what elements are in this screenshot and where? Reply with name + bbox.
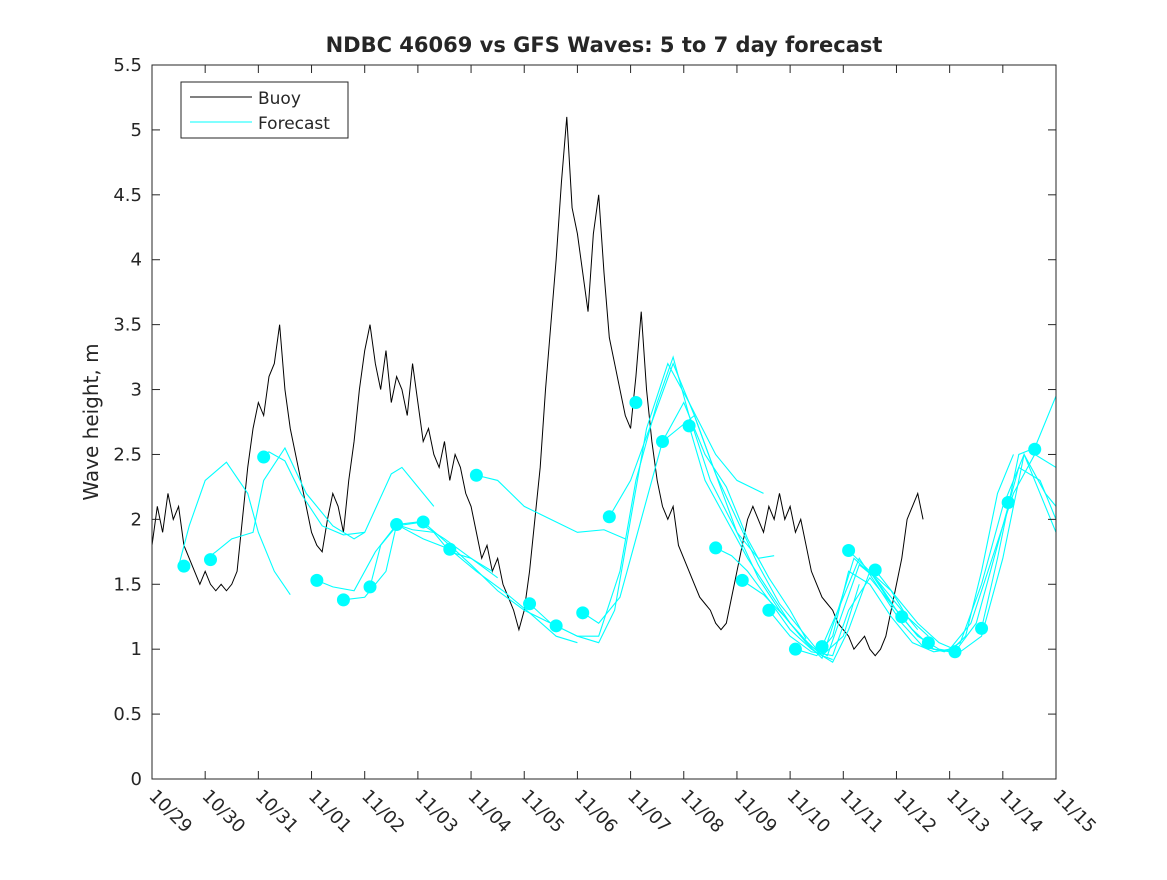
buoy-line — [151, 116, 924, 657]
y-tick-label: 4.5 — [113, 185, 142, 206]
forecast-marker — [815, 640, 829, 654]
y-tick-label: 2.5 — [113, 444, 142, 465]
y-tick-label: 0.5 — [113, 704, 142, 725]
forecast-markers-group — [177, 396, 1042, 659]
forecast-marker — [363, 580, 377, 594]
forecast-marker — [523, 597, 537, 611]
y-tick-label: 5.5 — [113, 55, 142, 76]
forecast-marker — [390, 518, 404, 532]
y-axis: 0 0.5 1 1.5 2 2.5 3 3.5 4 4.5 5 5.5 — [113, 55, 1056, 790]
forecast-marker — [655, 434, 669, 448]
plot-area — [152, 65, 1056, 779]
y-tick-label: 1.5 — [113, 574, 142, 595]
forecast-marker — [416, 515, 430, 529]
y-tick-label: 0 — [131, 769, 142, 790]
forecast-marker — [443, 542, 457, 556]
buoy-series — [151, 116, 924, 657]
y-tick-label: 2 — [131, 509, 142, 530]
forecast-marker — [177, 559, 191, 573]
forecast-marker — [762, 603, 776, 617]
forecast-marker — [921, 636, 935, 650]
forecast-line — [476, 474, 626, 540]
forecast-line — [608, 362, 833, 661]
forecast-marker — [602, 510, 616, 524]
legend-buoy-label: Buoy — [258, 89, 301, 109]
plot-frame — [151, 64, 1057, 780]
forecast-marker — [842, 544, 856, 558]
forecast-marker — [549, 619, 563, 633]
forecast-line — [178, 461, 291, 595]
forecast-line — [981, 395, 1057, 629]
forecast-marker — [1028, 442, 1042, 456]
y-tick-label: 5 — [131, 120, 142, 141]
forecast-marker — [682, 419, 696, 433]
forecast-line — [258, 451, 435, 536]
forecast-marker — [735, 573, 749, 587]
forecast-marker — [629, 396, 643, 410]
forecast-marker — [948, 645, 962, 659]
forecast-line — [555, 355, 775, 637]
forecast-marker — [895, 610, 909, 624]
forecast-marker — [788, 642, 802, 656]
forecast-line — [396, 524, 578, 644]
chart-title: NDBC 46069 vs GFS Waves: 5 to 7 day fore… — [326, 33, 883, 57]
y-tick-label: 4 — [131, 250, 142, 271]
forecast-line — [874, 452, 1057, 653]
legend-forecast-label: Forecast — [258, 114, 330, 134]
forecast-marker — [576, 606, 590, 620]
legend-box — [180, 81, 349, 139]
forecast-marker — [1001, 495, 1015, 509]
forecast-marker — [975, 621, 989, 635]
forecast-marker — [310, 573, 324, 587]
forecast-marker — [203, 553, 217, 567]
forecast-marker — [257, 450, 271, 464]
y-tick-label: 1 — [131, 639, 142, 660]
forecast-marker — [868, 563, 882, 577]
forecast-marker — [709, 541, 723, 555]
legend: Buoy Forecast — [180, 81, 349, 139]
y-axis-label: Wave height, m — [79, 343, 103, 500]
forecast-marker — [469, 468, 483, 482]
forecast-line — [715, 547, 929, 663]
forecast-marker — [336, 593, 350, 607]
y-tick-label: 3.5 — [113, 315, 142, 336]
forecast-line — [204, 446, 365, 561]
y-tick-label: 3 — [131, 380, 142, 401]
